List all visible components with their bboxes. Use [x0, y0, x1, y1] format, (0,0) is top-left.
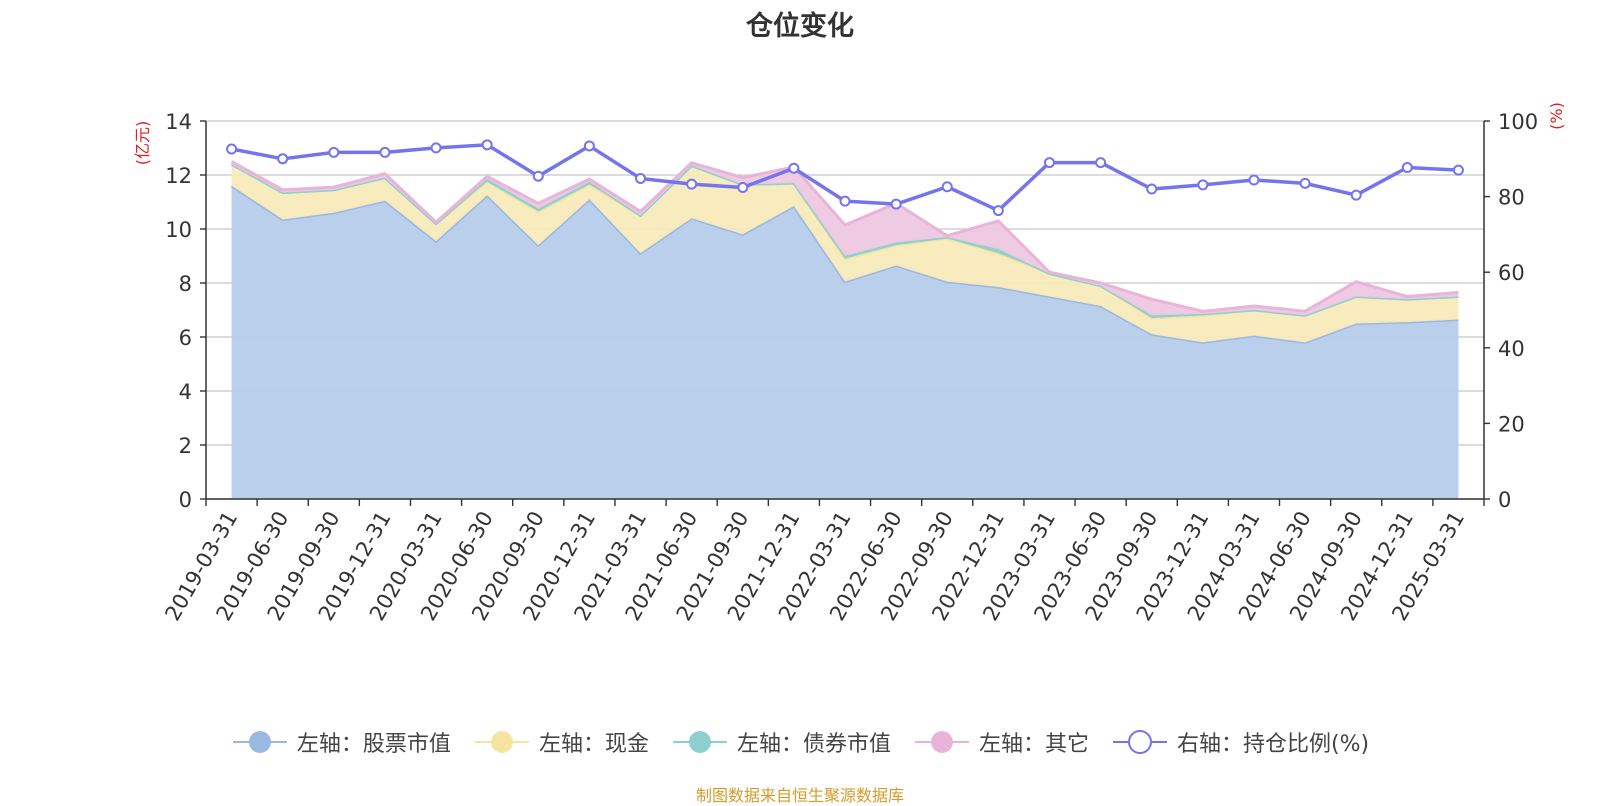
right-tick-label: 80: [1498, 186, 1525, 210]
ratio-point: [890, 198, 902, 210]
legend-label: 右轴：持仓比例(%): [1176, 732, 1370, 757]
legend-item[interactable]: 右轴：持仓比例(%): [1111, 726, 1369, 758]
stacked-areas: [230, 160, 1459, 500]
ratio-point: [1248, 174, 1260, 186]
left-tick-label: 14: [165, 110, 192, 134]
ratio-point: [532, 170, 544, 182]
left-tick-label: 12: [165, 164, 192, 188]
ratio-point: [788, 162, 800, 174]
ratio-point: [1452, 164, 1464, 176]
right-axis-label: (%): [1547, 102, 1566, 130]
left-tick-label: 8: [179, 272, 192, 296]
chart-title: 仓位变化: [746, 11, 854, 42]
ratio-point: [1095, 157, 1107, 169]
source-note: 制图数据来自恒生聚源数据库: [695, 786, 904, 805]
legend-item[interactable]: 左轴：其它: [913, 726, 1089, 758]
legend-label: 左轴：债券市值: [736, 732, 891, 757]
area-f6e5a0: [231, 164, 1459, 343]
legend-item[interactable]: 左轴：现金: [473, 726, 649, 758]
ratio-point: [583, 140, 595, 152]
ratio-point: [1197, 179, 1209, 191]
right-tick-label: 100: [1498, 110, 1538, 134]
ratio-point: [328, 146, 340, 158]
area-e8b4d8: [231, 161, 1459, 316]
ratio-point: [1043, 157, 1055, 169]
legend-swatch: [914, 731, 969, 753]
ratio-point: [737, 182, 749, 194]
right-tick-label: 60: [1498, 261, 1525, 285]
legend-label: 左轴：现金: [538, 732, 649, 757]
legend-label: 左轴：其它: [978, 732, 1089, 757]
legend: 左轴：股票市值 左轴：现金 左轴：债券市值 左轴：其它 右轴：持仓比例(%): [0, 722, 1600, 762]
ratio-line: [226, 139, 1464, 217]
area-edge-e8b4d8: [230, 160, 1459, 313]
ratio-point: [839, 195, 851, 207]
ratio-point: [992, 205, 1004, 217]
legend-item[interactable]: 左轴：股票市值: [231, 726, 451, 758]
legend-label: 左轴：股票市值: [296, 732, 451, 757]
left-tick-label: 10: [165, 218, 192, 242]
ratio-point: [1299, 177, 1311, 189]
ratio-point: [635, 172, 647, 184]
legend-swatch: [474, 731, 529, 753]
ratio-point: [1350, 189, 1362, 201]
ratio-point: [226, 143, 238, 155]
area-9bb8e0: [231, 185, 1459, 500]
ratio-point: [430, 142, 442, 154]
ratio-point: [1146, 183, 1158, 195]
right-tick-label: 40: [1498, 337, 1525, 361]
ratio-point: [379, 146, 391, 158]
right-tick-label: 20: [1498, 412, 1525, 436]
left-tick-label: 0: [179, 488, 192, 512]
ratio-point: [277, 153, 289, 165]
left-tick-label: 6: [179, 326, 192, 350]
left-tick-label: 2: [179, 434, 192, 458]
ratio-point: [686, 178, 698, 190]
legend-swatch: [232, 731, 287, 753]
ratio-point: [1401, 161, 1413, 173]
left-tick-label: 4: [179, 380, 192, 404]
legend-swatch: [1112, 730, 1167, 754]
left-axis-label: (亿元): [133, 121, 152, 166]
right-tick-label: 0: [1498, 488, 1511, 512]
legend-swatch: [672, 731, 727, 753]
ratio-point: [481, 139, 493, 151]
legend-item[interactable]: 左轴：债券市值: [671, 726, 891, 758]
ratio-point: [941, 181, 953, 193]
